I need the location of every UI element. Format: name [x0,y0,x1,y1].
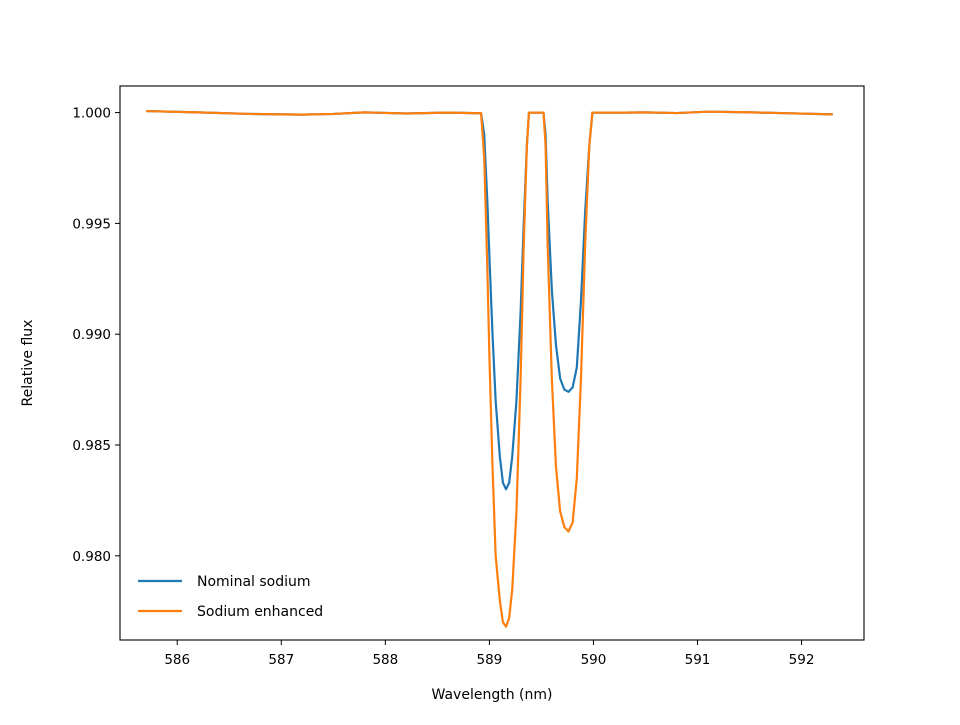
y-axis-ticks: 0.980 0.985 0.990 0.995 1.000 [72,106,120,565]
y-tick-label: 0.980 [72,549,111,565]
plot-background [120,86,864,640]
series-layer [145,109,833,628]
x-axis-label: Wavelength (nm) [432,687,553,703]
y-tick-label: 1.000 [72,106,111,122]
x-axis-ticks: 586 587 588 589 590 591 592 [164,640,814,668]
y-tick-label: 0.990 [72,327,111,343]
legend: Nominal sodium Sodium enhanced [138,574,323,620]
x-tick-label: 587 [268,652,294,668]
series-line-sodium-enhanced [145,109,833,628]
y-tick-label: 0.985 [72,438,111,454]
x-tick-label: 590 [581,652,607,668]
x-tick-label: 589 [477,652,503,668]
y-tick-label: 0.995 [72,216,111,232]
legend-label-sodium-enhanced: Sodium enhanced [197,604,323,620]
legend-label-nominal-sodium: Nominal sodium [197,574,311,590]
x-tick-label: 586 [164,652,190,668]
x-tick-label: 591 [685,652,711,668]
x-tick-label: 592 [789,652,815,668]
plot-frame [119,85,865,641]
x-tick-label: 588 [372,652,398,668]
y-axis-label: Relative flux [20,320,36,407]
